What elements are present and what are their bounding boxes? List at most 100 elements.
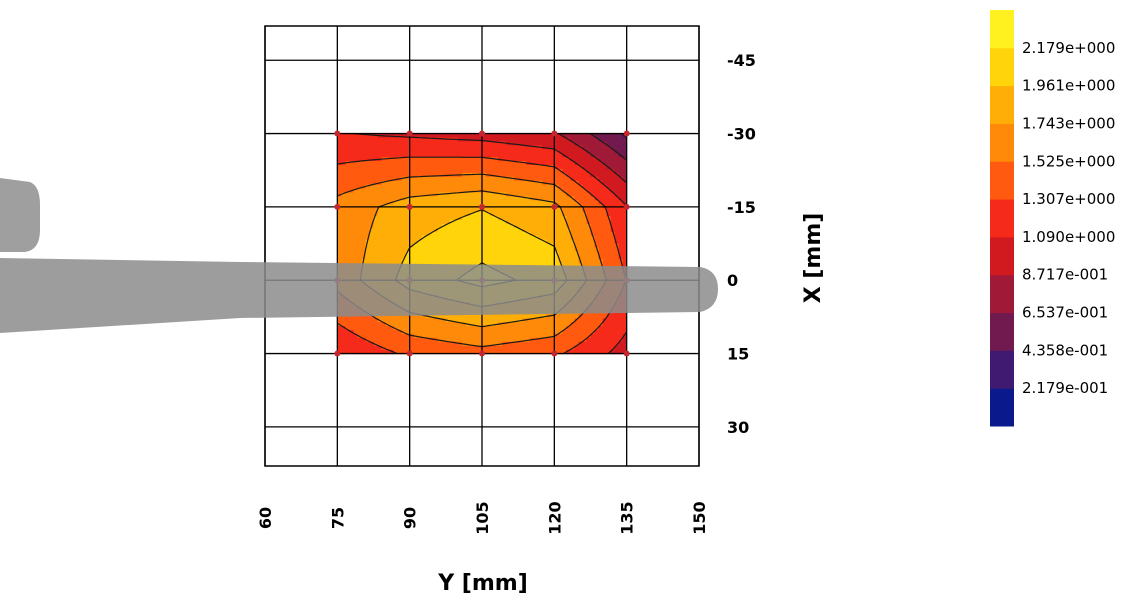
heatmap-cell	[338, 208, 342, 213]
heatmap-cell	[618, 349, 624, 355]
heatmap-cell	[445, 161, 451, 166]
heatmap-cell	[534, 329, 539, 335]
heatmap-cell	[610, 231, 616, 237]
heatmap-cell	[602, 329, 608, 335]
heatmap-cell	[622, 223, 627, 229]
heatmap-cell	[445, 255, 451, 260]
heatmap-cell	[558, 164, 563, 170]
heatmap-cell	[473, 134, 479, 139]
heatmap-cell	[461, 208, 467, 213]
heatmap-cell	[622, 153, 627, 158]
heatmap-cell	[530, 208, 535, 213]
heatmap-cell	[437, 251, 443, 256]
heatmap-cell	[486, 231, 491, 237]
measurement-point	[551, 203, 558, 210]
heatmap-cell	[381, 164, 387, 170]
heatmap-cell	[477, 216, 483, 221]
heatmap-cell	[542, 134, 547, 139]
heatmap-cell	[550, 255, 555, 260]
heatmap-cell	[518, 164, 523, 170]
heatmap-cell	[506, 161, 511, 166]
heatmap-cell	[453, 337, 459, 343]
heatmap-cell	[522, 137, 527, 143]
heatmap-cell	[385, 251, 391, 256]
heatmap-cell	[425, 157, 431, 162]
heatmap-cell	[566, 243, 572, 249]
heatmap-cell	[389, 161, 395, 166]
heatmap-cell	[417, 318, 423, 323]
heatmap-cell	[510, 192, 515, 198]
heatmap-cell	[369, 243, 375, 249]
heatmap-cell	[401, 176, 407, 182]
heatmap-cell	[373, 247, 379, 253]
heatmap-cell	[473, 192, 479, 198]
heatmap-cell	[506, 239, 511, 245]
heatmap-cell	[498, 345, 503, 351]
heatmap-cell	[441, 333, 447, 339]
heatmap-cell	[465, 259, 471, 264]
heatmap-cell	[353, 212, 359, 217]
heatmap-cell	[566, 149, 572, 154]
heatmap-cell	[465, 216, 471, 221]
heatmap-cell	[546, 168, 551, 174]
heatmap-cell	[554, 208, 559, 213]
heatmap-cell	[377, 333, 383, 339]
heatmap-cell	[486, 134, 491, 139]
heatmap-cell	[349, 145, 355, 150]
heatmap-cell	[473, 259, 479, 264]
heatmap-cell	[385, 192, 391, 198]
heatmap-cell	[622, 216, 627, 221]
heatmap-cell	[425, 259, 431, 264]
heatmap-cell	[538, 239, 543, 245]
heatmap-cell	[429, 349, 435, 355]
heatmap-cell	[421, 161, 427, 166]
heatmap-cell	[490, 349, 495, 355]
heatmap-cell	[409, 239, 415, 245]
heatmap-cell	[590, 196, 596, 201]
heatmap-cell	[421, 164, 427, 170]
heatmap-cell	[594, 345, 600, 351]
heatmap-cell	[530, 247, 535, 253]
heatmap-cell	[606, 263, 612, 268]
heatmap-cell	[338, 341, 342, 347]
heatmap-cell	[502, 134, 507, 139]
heatmap-cell	[522, 161, 527, 166]
heatmap-cell	[514, 239, 519, 245]
heatmap-cell	[586, 322, 592, 327]
heatmap-cell	[389, 314, 395, 319]
heatmap-cell	[338, 176, 342, 182]
heatmap-cell	[453, 314, 459, 319]
heatmap-cell	[433, 157, 439, 162]
heatmap-cell	[490, 141, 495, 146]
heatmap-cell	[514, 180, 519, 186]
heatmap-cell	[582, 164, 588, 170]
heatmap-cell	[409, 333, 415, 339]
heatmap-cell	[482, 345, 487, 351]
heatmap-cell	[498, 259, 503, 264]
heatmap-cell	[514, 200, 519, 205]
heatmap-cell	[602, 192, 608, 198]
heatmap-cell	[586, 255, 592, 260]
heatmap-cell	[377, 223, 383, 229]
heatmap-cell	[393, 322, 399, 327]
heatmap-cell	[453, 247, 459, 253]
heatmap-cell	[594, 145, 600, 150]
heatmap-cell	[469, 196, 475, 201]
heatmap-cell	[594, 157, 600, 162]
heatmap-cell	[461, 168, 467, 174]
heatmap-cell	[514, 329, 519, 335]
heatmap-cell	[469, 326, 475, 331]
heatmap-cell	[401, 333, 407, 339]
heatmap-cell	[385, 326, 391, 331]
heatmap-cell	[538, 322, 543, 327]
heatmap-cell	[498, 314, 503, 319]
heatmap-cell	[357, 322, 363, 327]
heatmap-cell	[353, 333, 359, 339]
heatmap-cell	[562, 251, 567, 256]
heatmap-cell	[453, 134, 459, 139]
heatmap-cell	[397, 345, 403, 351]
heatmap-cell	[526, 326, 531, 331]
heatmap-cell	[506, 188, 511, 194]
heatmap-cell	[457, 318, 463, 323]
